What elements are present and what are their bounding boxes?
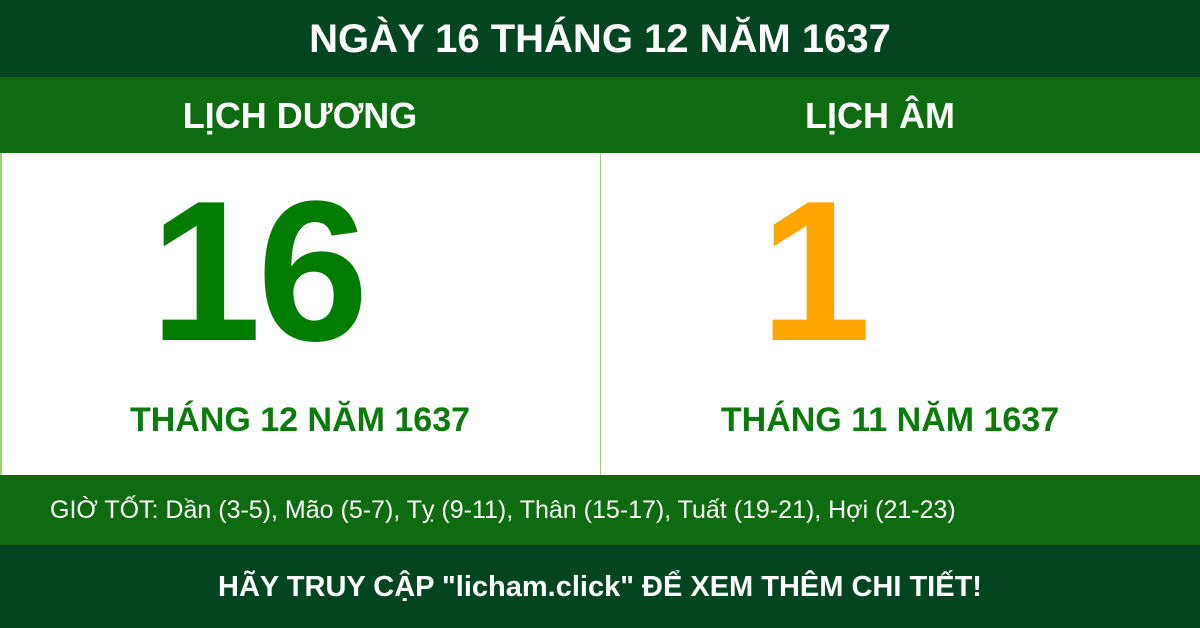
page-title: NGÀY 16 THÁNG 12 NĂM 1637 bbox=[0, 0, 1200, 77]
lunar-heading: LỊCH ÂM bbox=[805, 95, 955, 136]
lunar-day: 1 bbox=[760, 160, 871, 383]
lunar-month-year: THÁNG 11 NĂM 1637 bbox=[720, 401, 1060, 439]
solar-heading: LỊCH DƯƠNG bbox=[182, 95, 418, 136]
solar-month-year: THÁNG 12 NĂM 1637 bbox=[129, 401, 471, 439]
solar-day: 16 bbox=[150, 160, 368, 383]
left-border bbox=[0, 153, 2, 475]
column-divider bbox=[600, 153, 601, 475]
column-headers: LỊCH DƯƠNG LỊCH ÂM bbox=[0, 77, 1200, 153]
good-hours: GIỜ TỐT: Dần (3-5), Mão (5-7), Tỵ (9-11)… bbox=[0, 475, 1200, 545]
footer-cta: HÃY TRUY CẬP "licham.click" ĐỂ XEM THÊM … bbox=[0, 545, 1200, 628]
